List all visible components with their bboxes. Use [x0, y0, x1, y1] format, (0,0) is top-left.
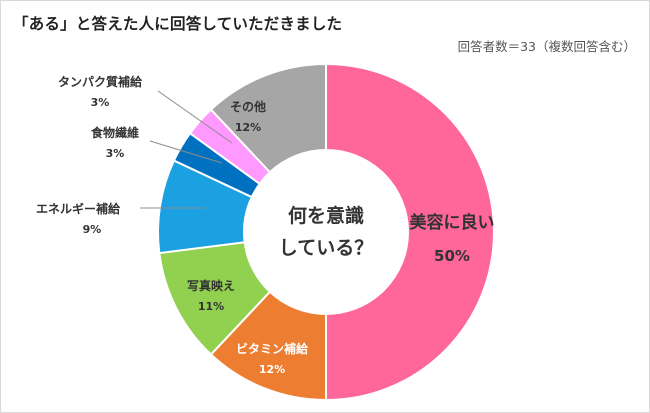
chart-title: 「ある」と答えた人に回答していただきました — [13, 15, 343, 33]
slice-category-label: エネルギー補給 — [36, 201, 121, 216]
slice-category-label: その他 — [230, 99, 266, 114]
respondent-note: 回答者数＝33（複数回答含む） — [457, 39, 636, 54]
center-label-line: 何を意識 — [288, 204, 364, 227]
slice-value-label: 12% — [259, 363, 285, 376]
leader-line — [149, 140, 223, 164]
donut-slice — [325, 62, 495, 402]
slice-category-label: タンパク質補給 — [58, 74, 143, 89]
slice-category-label: 美容に良い — [410, 212, 495, 233]
leader-line — [157, 90, 233, 144]
center-label-line: している？ — [279, 237, 373, 259]
slice-category-label: 食物繊維 — [90, 125, 139, 140]
slice-category-label: 写真映え — [187, 278, 235, 293]
slice-value-label: 9% — [83, 223, 102, 236]
donut-slice — [209, 62, 327, 174]
slice-category-label: ビタミン補給 — [236, 341, 309, 356]
slice-value-label: 3% — [91, 96, 110, 109]
slice-value-label: 3% — [106, 147, 125, 160]
slice-value-label: 12% — [235, 121, 261, 134]
slice-value-label: 11% — [198, 300, 224, 313]
slice-value-label: 50% — [434, 247, 470, 265]
